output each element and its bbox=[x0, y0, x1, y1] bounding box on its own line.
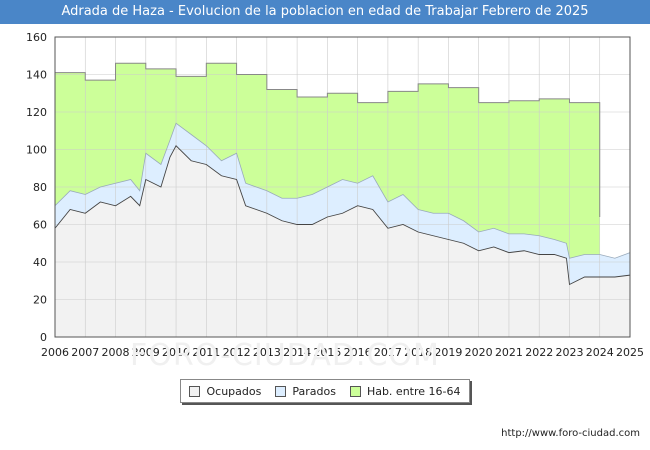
legend-label-parados: Parados bbox=[292, 384, 336, 398]
y-tick-label: 100 bbox=[26, 144, 47, 157]
x-tick-label: 2017 bbox=[374, 346, 402, 359]
x-tick-label: 2008 bbox=[102, 346, 130, 359]
y-tick-label: 20 bbox=[33, 294, 47, 307]
x-tick-label: 2021 bbox=[495, 346, 523, 359]
x-tick-label: 2023 bbox=[555, 346, 583, 359]
y-tick-label: 120 bbox=[26, 106, 47, 119]
legend-item-parados: Parados bbox=[275, 385, 336, 398]
plot-frame bbox=[54, 36, 631, 338]
legend: Ocupados Parados Hab. entre 16-64 bbox=[180, 379, 470, 403]
legend-swatch-hab bbox=[349, 385, 361, 397]
ocupados-line bbox=[54, 145, 631, 286]
y-tick-label: 0 bbox=[40, 331, 47, 344]
x-tick-label: 2012 bbox=[223, 346, 251, 359]
x-tick-label: 2011 bbox=[192, 346, 220, 359]
x-tick-label: 2009 bbox=[132, 346, 160, 359]
chart-title: Adrada de Haza - Evolucion de la poblaci… bbox=[0, 0, 650, 24]
legend-item-ocupados: Ocupados bbox=[189, 385, 261, 398]
y-tick-label: 40 bbox=[33, 256, 47, 269]
x-tick-label: 2024 bbox=[586, 346, 614, 359]
y-tick-label: 160 bbox=[26, 31, 47, 44]
x-tick-label: 2019 bbox=[434, 346, 462, 359]
ocupados-area bbox=[55, 145, 630, 337]
x-tick-label: 2010 bbox=[162, 346, 190, 359]
x-tick-label: 2016 bbox=[344, 346, 372, 359]
y-tick-label: 140 bbox=[26, 69, 47, 82]
x-tick-label: 2018 bbox=[404, 346, 432, 359]
legend-swatch-parados bbox=[275, 385, 287, 397]
hab-line bbox=[55, 62, 601, 217]
x-tick-label: 2022 bbox=[525, 346, 553, 359]
legend-item-hab: Hab. entre 16-64 bbox=[349, 384, 461, 398]
x-tick-label: 2014 bbox=[283, 346, 311, 359]
x-tick-label: 2025 bbox=[616, 346, 644, 359]
x-tick-label: 2015 bbox=[313, 346, 341, 359]
x-tick-label: 2020 bbox=[465, 346, 493, 359]
watermark: FORO-CIUDAD.COM bbox=[130, 338, 440, 373]
legend-swatch-ocupados bbox=[189, 385, 201, 397]
legend-label-ocupados: Ocupados bbox=[206, 384, 262, 398]
x-tick-label: 2013 bbox=[253, 346, 281, 359]
y-tick-label: 60 bbox=[33, 219, 47, 232]
parados-line bbox=[54, 122, 631, 259]
y-tick-label: 80 bbox=[33, 181, 47, 194]
legend-label-hab: Hab. entre 16-64 bbox=[366, 384, 461, 398]
x-tick-label: 2007 bbox=[71, 346, 99, 359]
x-tick-label: 2006 bbox=[41, 346, 69, 359]
source-link[interactable]: http://www.foro-ciudad.com bbox=[501, 428, 640, 439]
